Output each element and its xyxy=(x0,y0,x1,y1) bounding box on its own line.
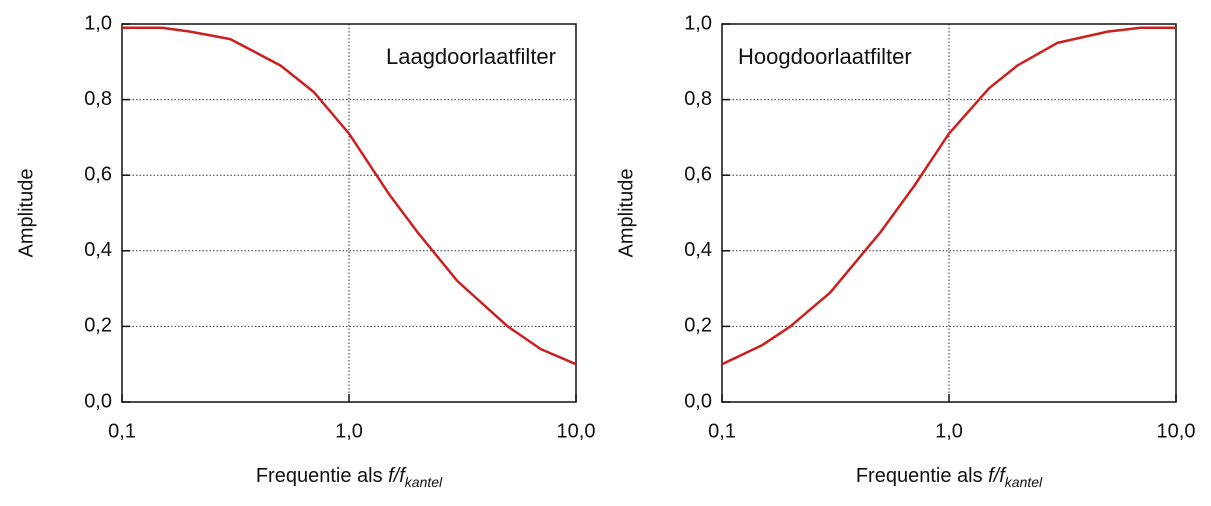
x-tick-label: 0,1 xyxy=(708,420,736,442)
x-axis-label-text: Frequentie als xyxy=(856,465,988,487)
x-tick-label: 0,1 xyxy=(108,420,136,442)
line xyxy=(122,26,577,366)
x-tick-label: 1,0 xyxy=(335,420,363,442)
chart: 0,0 0,2 0,4 0,6 0,8 1,0 0,1 1,0 10,0 Laagdoorlaat… xyxy=(15,12,595,489)
plot-frame xyxy=(121,23,577,403)
y-tick-label: 0,0 xyxy=(684,390,712,412)
y-tick-label: 0,8 xyxy=(684,88,712,110)
y-tick-label: 0,4 xyxy=(84,239,112,261)
x-axis-label-text: Frequentie als xyxy=(256,465,388,487)
annotation: Laagdoorlaatfilter xyxy=(386,44,556,69)
x-tick-label: 1,0 xyxy=(935,420,963,442)
y-tick-label: 1,0 xyxy=(84,12,112,34)
x-axis-label: Frequentie als f/fkantel xyxy=(256,465,443,489)
y-tick-label: 0,6 xyxy=(684,163,712,185)
x-axis-label: Frequentie als f/fkantel xyxy=(856,465,1043,489)
line xyxy=(721,26,1176,366)
y-tick-label: 0,6 xyxy=(84,163,112,185)
chart: 0,0 0,2 0,4 0,6 0,8 1,0 0,1 1,0 10,0 Hoogdoorlaat… xyxy=(615,12,1195,489)
y-tick-label: 0,4 xyxy=(684,239,712,261)
y-tick-label: 0,8 xyxy=(84,88,112,110)
x-axis-label-var: f/f xyxy=(988,465,1007,487)
x-axis-label-var: f/f xyxy=(388,465,407,487)
x-axis-label-sub: kantel xyxy=(1005,474,1043,490)
y-axis-label: Amplitude xyxy=(615,169,637,258)
y-tick-label: 1,0 xyxy=(684,12,712,34)
x-tick-label: 10,0 xyxy=(1157,420,1196,442)
y-tick-label: 0,2 xyxy=(684,315,712,337)
y-axis-label: Amplitude xyxy=(15,169,37,258)
y-tick-label: 0,0 xyxy=(84,390,112,412)
y-tick-label: 0,2 xyxy=(84,315,112,337)
annotation: Hoogdoorlaatfilter xyxy=(738,44,912,69)
plot-frame xyxy=(721,23,1177,403)
x-tick-label: 10,0 xyxy=(557,420,596,442)
x-axis-label-sub: kantel xyxy=(405,474,443,490)
